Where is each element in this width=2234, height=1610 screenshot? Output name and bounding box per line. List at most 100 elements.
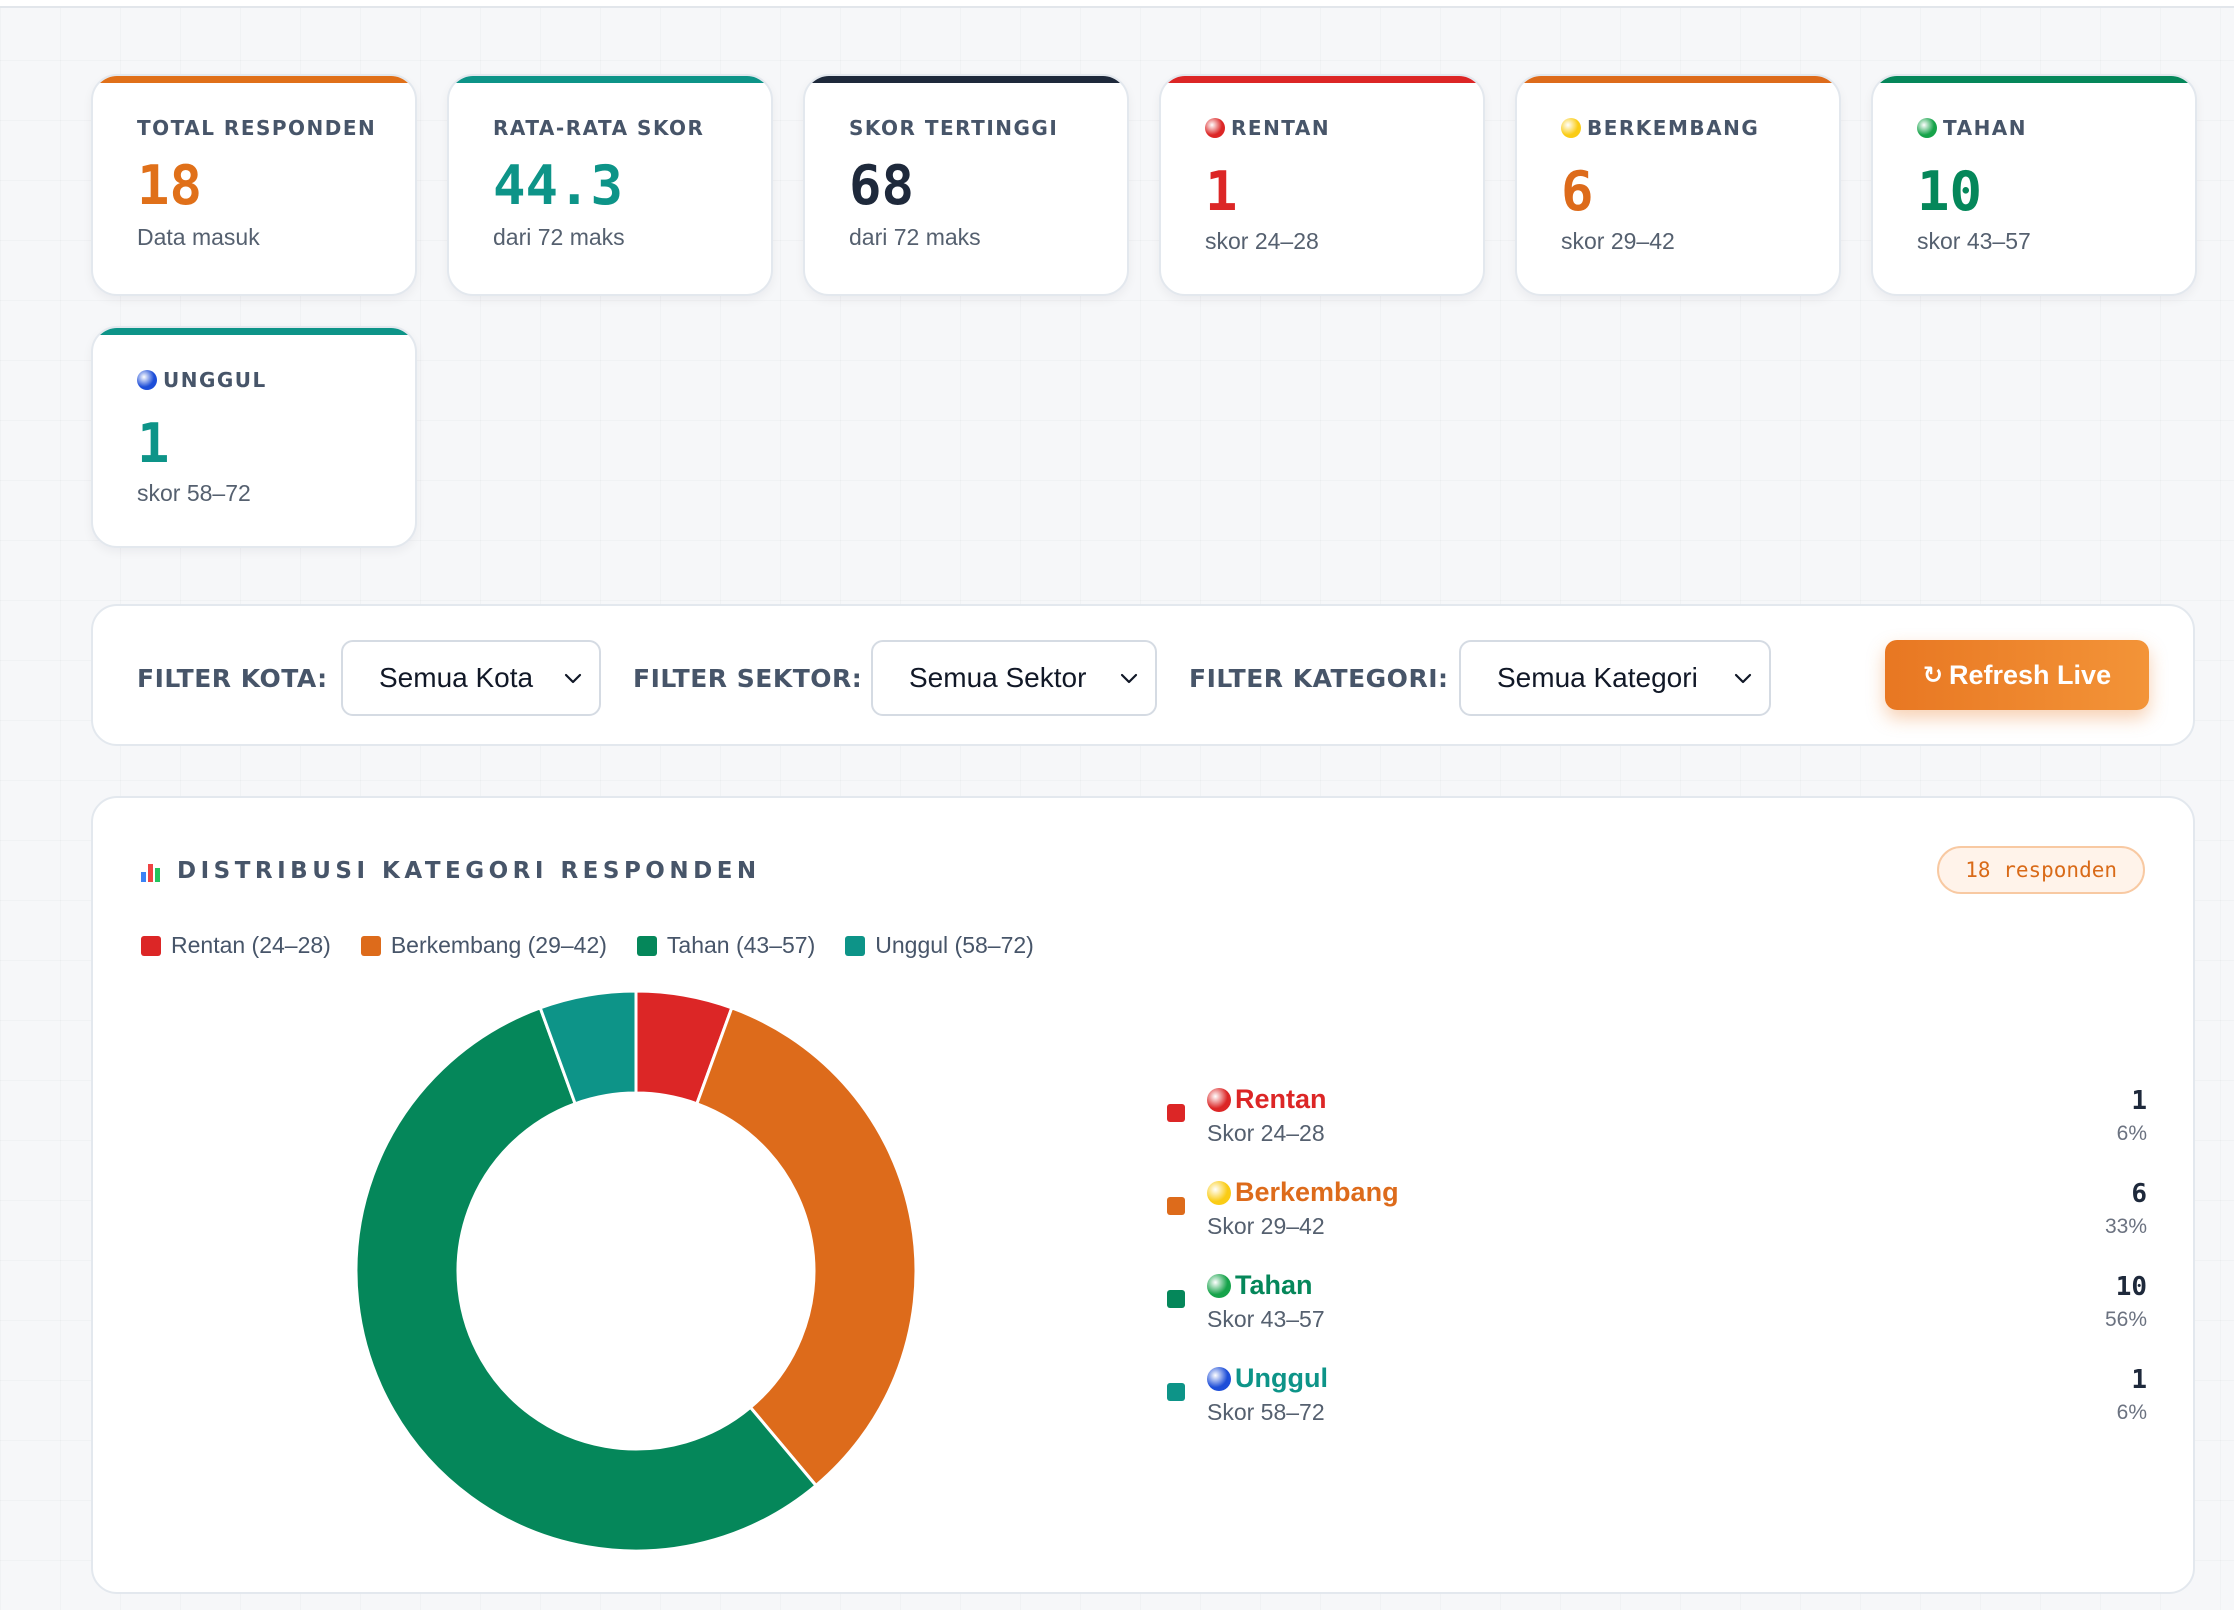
donut-slice-3[interactable] bbox=[354, 1005, 819, 1553]
stat-value: 6 bbox=[1561, 160, 1594, 223]
category-swatch bbox=[1167, 1197, 1185, 1215]
stat-value: 1 bbox=[1205, 160, 1238, 223]
top-bar bbox=[0, 0, 2234, 8]
legend-swatch bbox=[141, 935, 161, 956]
category-percent: 56% bbox=[2104, 1308, 2147, 1331]
stat-card-rentan: RENTAN 1 skor 24–28 bbox=[1159, 74, 1485, 296]
category-count: 10 bbox=[2115, 1272, 2147, 1302]
card-accent-bar bbox=[449, 76, 771, 83]
stat-label: SKOR TERTINGGI bbox=[849, 116, 1059, 140]
category-row-unggul: Unggul Skor 58–72 1 6% bbox=[1167, 1363, 2147, 1443]
stat-label: RENTAN bbox=[1205, 116, 1330, 140]
legend-item[interactable]: Berkembang (29–42) bbox=[360, 932, 607, 959]
stat-sub: dari 72 maks bbox=[849, 224, 981, 250]
category-count: 1 bbox=[2131, 1365, 2147, 1395]
category-count: 1 bbox=[2131, 1086, 2147, 1116]
legend-swatch bbox=[360, 935, 381, 956]
filter-kategori-select[interactable]: Semua Kategori bbox=[1459, 640, 1771, 716]
filter-kategori-label: FILTER KATEGORI: bbox=[1189, 664, 1449, 693]
stat-sub: skor 43–57 bbox=[1917, 228, 2031, 254]
category-count: 6 bbox=[2131, 1179, 2147, 1209]
filter-kategori-value: Semua Kategori bbox=[1497, 662, 1698, 693]
filter-kota-select[interactable]: Semua Kota bbox=[341, 640, 601, 716]
category-percent: 33% bbox=[2104, 1215, 2147, 1238]
stat-card-total-responden: TOTAL RESPONDEN 18 Data masuk bbox=[91, 74, 417, 296]
red-circle-icon bbox=[1205, 118, 1225, 138]
stat-label: TAHAN bbox=[1917, 116, 2027, 140]
category-swatch bbox=[1167, 1383, 1185, 1401]
stat-sub: skor 24–28 bbox=[1205, 228, 1319, 254]
category-name: Tahan bbox=[1207, 1270, 1313, 1301]
yellow-circle-icon bbox=[1561, 118, 1581, 138]
filter-sektor-value: Semua Sektor bbox=[909, 662, 1087, 693]
card-accent-bar bbox=[93, 76, 415, 83]
category-range: Skor 43–57 bbox=[1207, 1306, 1325, 1332]
category-range: Skor 29–42 bbox=[1207, 1213, 1325, 1239]
stat-card-rata-rata-skor: RATA-RATA SKOR 44.3 dari 72 maks bbox=[447, 74, 773, 296]
responden-count-badge: 18 responden bbox=[1937, 846, 2145, 894]
distribution-chart-panel: DISTRIBUSI KATEGORI RESPONDEN 18 respond… bbox=[91, 796, 2195, 1594]
stat-value: 68 bbox=[849, 154, 915, 217]
refresh-live-button[interactable]: ↻ Refresh Live bbox=[1885, 640, 2149, 710]
stat-sub: Data masuk bbox=[137, 224, 260, 250]
donut-slice-2[interactable] bbox=[694, 1005, 918, 1488]
stat-value: 1 bbox=[137, 412, 170, 475]
stat-value: 10 bbox=[1917, 160, 1983, 223]
filter-kota-label: FILTER KOTA: bbox=[137, 664, 328, 693]
chevron-down-icon bbox=[1120, 673, 1138, 684]
category-range: Skor 24–28 bbox=[1207, 1120, 1325, 1146]
category-row-berkembang: Berkembang Skor 29–42 6 33% bbox=[1167, 1177, 2147, 1257]
stat-sub: dari 72 maks bbox=[493, 224, 625, 250]
stat-label: TOTAL RESPONDEN bbox=[137, 116, 377, 140]
category-percent: 6% bbox=[2116, 1122, 2147, 1145]
legend-swatch bbox=[636, 935, 657, 956]
stat-label: BERKEMBANG bbox=[1561, 116, 1759, 140]
category-swatch bbox=[1167, 1290, 1185, 1308]
stat-card-tahan: TAHAN 10 skor 43–57 bbox=[1871, 74, 2197, 296]
chart-title: DISTRIBUSI KATEGORI RESPONDEN bbox=[141, 858, 761, 884]
red-circle-icon bbox=[1207, 1087, 1231, 1112]
chart-legend: Rentan (24–28) Berkembang (29–42) Tahan … bbox=[141, 932, 1034, 959]
category-name: Rentan bbox=[1207, 1084, 1327, 1115]
filter-sektor-select[interactable]: Semua Sektor bbox=[871, 640, 1157, 716]
blue-circle-icon bbox=[137, 370, 157, 390]
stat-card-berkembang: BERKEMBANG 6 skor 29–42 bbox=[1515, 74, 1841, 296]
filter-sektor-label: FILTER SEKTOR: bbox=[633, 664, 863, 693]
green-circle-icon bbox=[1917, 118, 1937, 138]
card-accent-bar bbox=[805, 76, 1127, 83]
refresh-icon: ↻ bbox=[1922, 661, 1944, 689]
stat-sub: skor 29–42 bbox=[1561, 228, 1675, 254]
card-accent-bar bbox=[1161, 76, 1483, 83]
stat-label: RATA-RATA SKOR bbox=[493, 116, 705, 140]
category-range: Skor 58–72 bbox=[1207, 1399, 1325, 1425]
donut-slice-4[interactable] bbox=[538, 989, 638, 1106]
category-row-rentan: Rentan Skor 24–28 1 6% bbox=[1167, 1084, 2147, 1164]
legend-item[interactable]: Tahan (43–57) bbox=[636, 932, 815, 959]
card-accent-bar bbox=[1517, 76, 1839, 83]
category-percent: 6% bbox=[2116, 1401, 2147, 1424]
bar-chart-icon bbox=[141, 860, 163, 882]
category-row-tahan: Tahan Skor 43–57 10 56% bbox=[1167, 1270, 2147, 1350]
category-swatch bbox=[1167, 1104, 1185, 1122]
category-name: Berkembang bbox=[1207, 1177, 1399, 1208]
green-circle-icon bbox=[1207, 1273, 1231, 1298]
legend-item[interactable]: Unggul (58–72) bbox=[845, 932, 1034, 959]
legend-swatch bbox=[845, 935, 866, 956]
stat-card-unggul: UNGGUL 1 skor 58–72 bbox=[91, 326, 417, 548]
stat-sub: skor 58–72 bbox=[137, 480, 251, 506]
chevron-down-icon bbox=[564, 673, 582, 684]
refresh-label: Refresh Live bbox=[1949, 659, 2112, 690]
donut-chart bbox=[354, 989, 918, 1553]
stat-value: 44.3 bbox=[493, 154, 624, 217]
yellow-circle-icon bbox=[1207, 1180, 1231, 1205]
legend-item[interactable]: Rentan (24–28) bbox=[141, 932, 331, 959]
chevron-down-icon bbox=[1734, 673, 1752, 684]
category-name: Unggul bbox=[1207, 1363, 1328, 1394]
card-accent-bar bbox=[93, 328, 415, 335]
blue-circle-icon bbox=[1207, 1366, 1231, 1391]
stat-card-skor-tertinggi: SKOR TERTINGGI 68 dari 72 maks bbox=[803, 74, 1129, 296]
filter-panel: FILTER KOTA: Semua Kota FILTER SEKTOR: S… bbox=[91, 604, 2195, 746]
card-accent-bar bbox=[1873, 76, 2195, 83]
stat-value: 18 bbox=[137, 154, 203, 217]
filter-kota-value: Semua Kota bbox=[379, 662, 534, 693]
